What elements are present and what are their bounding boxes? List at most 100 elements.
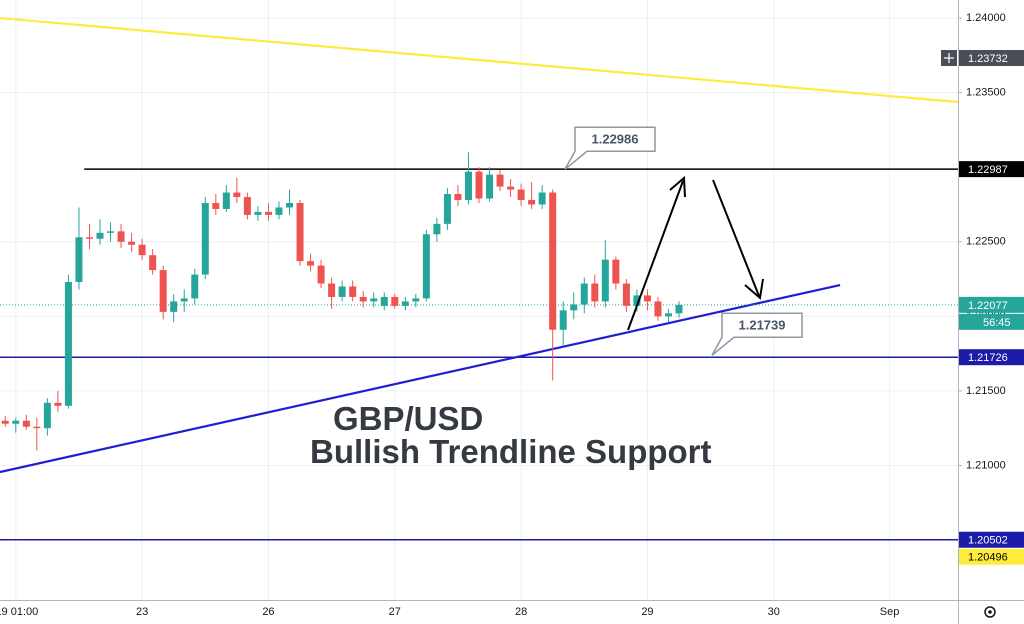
candle-body bbox=[591, 283, 599, 302]
candle-body bbox=[85, 237, 93, 239]
crosshair-icon bbox=[944, 53, 954, 64]
candle-body bbox=[233, 192, 241, 198]
candle-body bbox=[401, 301, 409, 306]
candle-body bbox=[317, 265, 325, 284]
price-tag bbox=[959, 50, 1024, 67]
y-tick-label: 1.23500 bbox=[966, 87, 1006, 99]
arrow-up bbox=[627, 180, 684, 331]
candle-body bbox=[391, 296, 399, 306]
y-tick-label: 1.21000 bbox=[966, 459, 1006, 471]
candle-body bbox=[296, 202, 304, 262]
x-tick-label: 30 bbox=[768, 606, 780, 618]
callout-label: 1.22986 bbox=[592, 132, 639, 147]
candle-body bbox=[275, 207, 283, 215]
candle-body bbox=[643, 295, 651, 302]
candle-body bbox=[117, 231, 125, 242]
candle-body bbox=[633, 295, 641, 306]
x-tick-label: 28 bbox=[515, 606, 527, 618]
settings-button[interactable] bbox=[984, 606, 996, 618]
x-tick-label: 29 bbox=[641, 606, 653, 618]
candle-body bbox=[517, 189, 525, 200]
candle-body bbox=[422, 234, 430, 299]
price-tag bbox=[959, 531, 1024, 548]
y-tick-label: 1.24000 bbox=[966, 12, 1006, 24]
countdown-label: 56:45 bbox=[983, 317, 1011, 329]
callout-box bbox=[711, 312, 803, 356]
candle-body bbox=[338, 286, 346, 297]
candle-body bbox=[12, 420, 20, 424]
price-tag-label: 1.21726 bbox=[968, 352, 1008, 364]
x-tick-label: Sep bbox=[880, 606, 900, 618]
candle-body bbox=[580, 283, 588, 305]
candle-body bbox=[654, 301, 662, 317]
candle-body bbox=[559, 310, 567, 330]
candle-body bbox=[549, 192, 557, 330]
candle-body bbox=[622, 283, 630, 306]
x-tick-label: 27 bbox=[389, 606, 401, 618]
y-tick-label: 1.22500 bbox=[966, 236, 1006, 248]
candle-body bbox=[138, 244, 146, 256]
candle-body bbox=[159, 270, 167, 312]
candle-body bbox=[443, 194, 451, 224]
x-tick-label: 26 bbox=[262, 606, 274, 618]
price-tag-label: 1.20502 bbox=[968, 535, 1008, 547]
callouts: 1.22986 1.21739 bbox=[564, 126, 803, 356]
price-tag bbox=[959, 161, 1024, 178]
candle-body bbox=[107, 231, 115, 233]
candle-body bbox=[664, 313, 672, 317]
candle-body bbox=[675, 304, 683, 314]
candle-body bbox=[464, 171, 472, 200]
candle-body bbox=[191, 274, 199, 299]
x-tick-label: '19 01:00 bbox=[0, 606, 38, 618]
candle-body bbox=[328, 283, 336, 297]
candle-body bbox=[475, 171, 483, 199]
candle-body bbox=[75, 237, 83, 283]
candle-body bbox=[307, 261, 315, 266]
countdown-tag bbox=[959, 313, 1024, 330]
axis-labels: 1.210001.215001.220001.225001.235001.240… bbox=[0, 12, 1024, 618]
price-tag-label: 1.22987 bbox=[968, 164, 1008, 176]
candle-body bbox=[486, 174, 494, 199]
candle-body bbox=[64, 282, 72, 406]
price-tag-label: 1.20496 bbox=[968, 552, 1008, 564]
candle-body bbox=[570, 304, 578, 311]
drawings bbox=[0, 16, 959, 541]
callout-label: 1.21739 bbox=[739, 318, 786, 333]
candle-body bbox=[349, 286, 357, 297]
chart-title: GBP/USD bbox=[333, 400, 483, 437]
candle-body bbox=[33, 426, 41, 429]
price-tag-label: 1.23732 bbox=[968, 53, 1008, 65]
candle-body bbox=[538, 192, 546, 205]
candle-body bbox=[149, 255, 157, 271]
candle-body bbox=[380, 296, 388, 306]
candles bbox=[1, 152, 683, 451]
settings-icon-center[interactable] bbox=[988, 610, 992, 614]
candle-body bbox=[1, 420, 9, 424]
candle-body bbox=[201, 202, 209, 275]
price-tag bbox=[959, 296, 1024, 313]
candle-body bbox=[359, 296, 367, 302]
candle-body bbox=[454, 194, 462, 200]
candle-body bbox=[222, 192, 230, 209]
trendline bbox=[0, 16, 959, 104]
candle-body bbox=[370, 298, 378, 302]
settings-icon[interactable] bbox=[984, 606, 996, 618]
candle-body bbox=[433, 223, 441, 235]
x-tick-label: 23 bbox=[136, 606, 148, 618]
callout-box bbox=[564, 126, 656, 170]
candle-body bbox=[601, 259, 609, 302]
arrow-head bbox=[669, 175, 686, 198]
candle-body bbox=[612, 259, 620, 284]
chart-subtitle: Bullish Trendline Support bbox=[310, 433, 712, 470]
price-tag-label: 1.22077 bbox=[968, 300, 1008, 312]
candle-body bbox=[170, 301, 178, 312]
price-tag bbox=[959, 349, 1024, 366]
candle-body bbox=[496, 174, 504, 187]
candle-body bbox=[43, 402, 51, 429]
candle-body bbox=[22, 420, 30, 427]
candle-body bbox=[254, 211, 262, 215]
candle-body bbox=[180, 298, 188, 302]
